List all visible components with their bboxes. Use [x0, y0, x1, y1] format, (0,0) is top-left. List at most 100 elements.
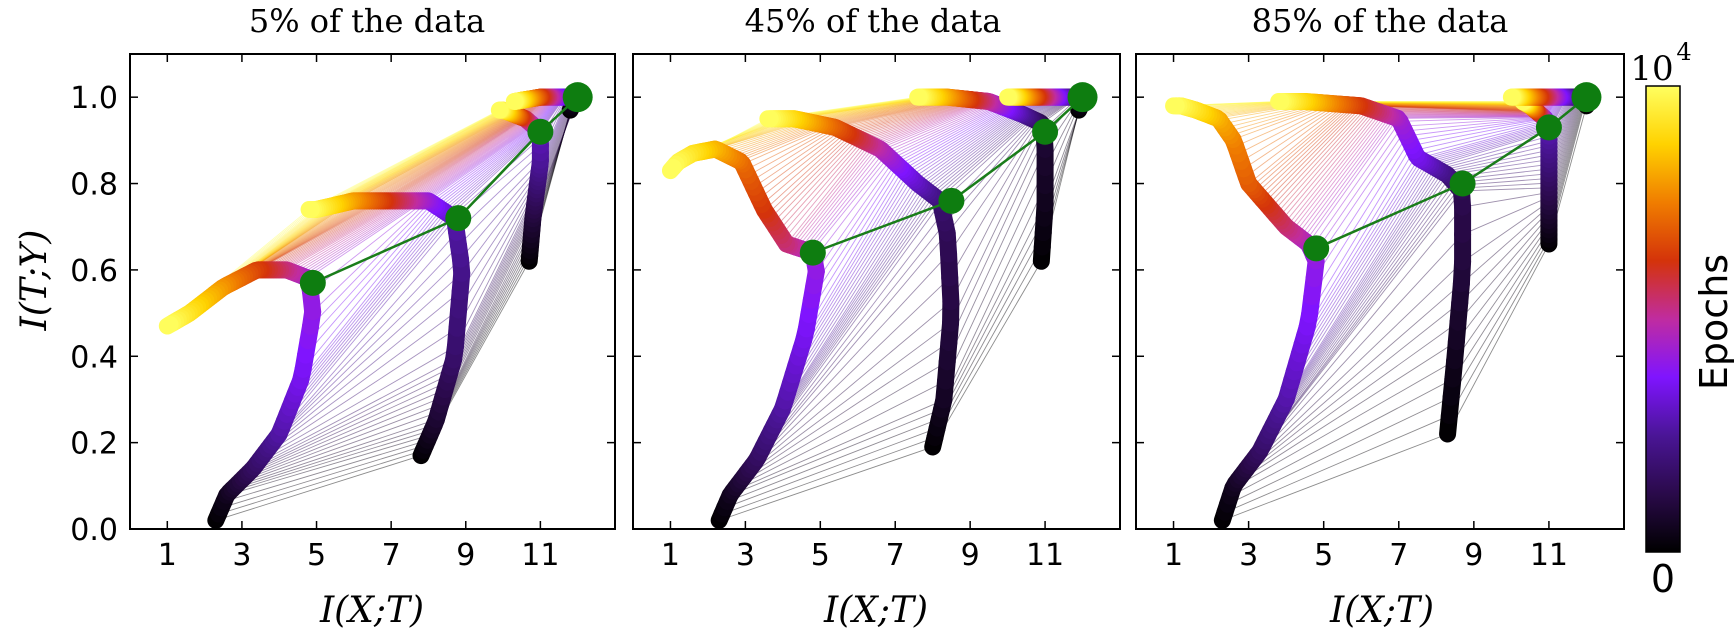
panel-85-percent: 85% of the data 1 3 5 7 9 11 I(X;T)	[1135, 2, 1625, 631]
epoch-connector	[890, 105, 1000, 160]
epoch-connector	[1253, 104, 1351, 191]
epoch-connector	[914, 111, 1016, 182]
epoch-connector	[1454, 224, 1550, 361]
epoch-connector	[803, 171, 906, 341]
epoch-connector	[1399, 116, 1544, 122]
epoch-connector	[1304, 155, 1417, 337]
epoch-connector	[405, 119, 528, 202]
epoch-connector	[416, 122, 531, 202]
epoch-connector	[438, 128, 538, 209]
epoch-connector	[398, 118, 526, 202]
epoch-connector	[277, 200, 399, 271]
epoch-connector	[798, 176, 911, 358]
layer-marker	[445, 205, 472, 232]
epoch-connector	[285, 200, 406, 271]
x-tick-label: 5	[811, 538, 830, 573]
epoch-connector	[429, 126, 535, 203]
epoch-connector	[1371, 108, 1539, 114]
epoch-connector	[876, 101, 990, 148]
epoch-connector	[337, 111, 509, 205]
epoch-connector	[355, 113, 514, 202]
epoch-connector	[1229, 378, 1454, 497]
epoch-connector	[1267, 177, 1451, 437]
epoch-connector	[933, 116, 1028, 197]
epoch-connector	[791, 144, 873, 247]
epoch-connector	[232, 424, 435, 490]
epoch-connector	[1402, 117, 1544, 127]
epoch-connector	[434, 127, 536, 206]
epoch-connector	[1280, 109, 1375, 222]
epoch-connector	[1369, 108, 1539, 114]
epoch-connector	[1301, 158, 1420, 346]
epoch-connector	[1270, 174, 1448, 431]
epoch-connector	[1311, 140, 1410, 297]
epoch-connector	[274, 200, 397, 271]
epoch-connector	[1406, 117, 1545, 137]
x-axis-label: I(X;T)	[319, 590, 424, 631]
epoch-connector	[1243, 283, 1462, 474]
epoch-connector	[420, 123, 533, 202]
epoch-connector	[1313, 125, 1403, 256]
panel-title: 5% of the data	[249, 2, 485, 40]
epoch-connector	[769, 135, 854, 219]
epoch-connector	[382, 116, 522, 202]
epoch-connector	[256, 359, 454, 464]
epoch-connector	[302, 206, 438, 370]
epoch-connector	[1275, 171, 1443, 421]
epoch-connector	[941, 203, 1046, 410]
epoch-connector	[400, 118, 527, 202]
epoch-connector	[867, 100, 984, 144]
layer-marker	[1032, 118, 1059, 145]
epoch-connector	[1315, 130, 1406, 262]
epoch-connector	[407, 120, 529, 202]
epoch-connector	[251, 374, 450, 471]
epoch-connector	[360, 114, 515, 202]
layer-1-trajectory-segment	[158, 315, 179, 335]
colorbar-min-label: 0	[1651, 557, 1675, 601]
epoch-connector	[245, 389, 446, 477]
x-tick-label: 3	[1239, 538, 1258, 573]
epoch-connector	[948, 136, 1045, 343]
epoch-connector	[800, 148, 880, 249]
epoch-connector	[1416, 121, 1547, 156]
x-tick-label: 9	[456, 538, 475, 573]
epoch-connector	[787, 184, 920, 393]
epoch-connector	[317, 109, 503, 210]
panel-title: 45% of the data	[745, 2, 1002, 40]
epoch-connector	[402, 119, 527, 202]
epoch-connector	[1264, 105, 1360, 203]
epoch-connector	[1232, 360, 1455, 489]
epoch-connector	[371, 115, 518, 202]
epoch-connector	[1288, 164, 1432, 390]
epoch-connector	[1272, 173, 1446, 426]
panel-title: 85% of the data	[1252, 2, 1509, 40]
epoch-connector	[394, 117, 525, 202]
epoch-connector	[1366, 107, 1538, 113]
epoch-connector	[240, 404, 441, 482]
epoch-connector	[771, 195, 934, 432]
x-axis-label: I(X;T)	[823, 590, 928, 631]
epoch-connector	[1428, 128, 1549, 165]
x-tick-label: 7	[886, 538, 905, 573]
layer-1-trajectory-segment	[661, 158, 682, 180]
epoch-connector	[302, 200, 420, 277]
epoch-connector	[333, 111, 507, 206]
epoch-connector	[1404, 117, 1545, 132]
epoch-connector	[794, 145, 875, 248]
epoch-connector	[805, 152, 885, 251]
epoch-connector	[380, 116, 521, 202]
epoch-connector	[1440, 145, 1550, 172]
epoch-connector	[1302, 116, 1394, 240]
epoch-connector	[932, 261, 1042, 448]
epoch-connector	[243, 396, 443, 479]
epoch-connector	[305, 204, 435, 356]
epoch-connector	[307, 203, 433, 342]
epoch-connector	[373, 115, 519, 202]
epoch-connector	[740, 342, 950, 481]
epoch-connector	[813, 158, 892, 260]
epoch-connector	[458, 177, 539, 311]
epoch-connector	[739, 125, 828, 162]
epoch-connector	[425, 125, 534, 202]
epoch-connector	[1278, 109, 1372, 219]
epoch-connector	[367, 114, 517, 202]
